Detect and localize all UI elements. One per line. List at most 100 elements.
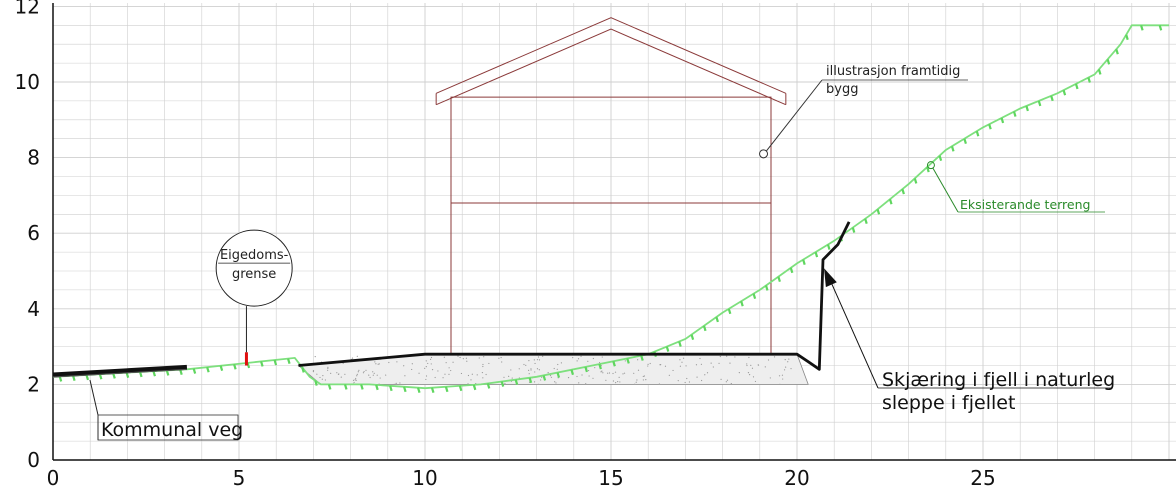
fill-speck: [538, 359, 541, 361]
fill-material-area: [297, 353, 809, 385]
fill-speck: [425, 360, 427, 362]
fill-speck: [528, 360, 530, 362]
y-tick-label: 0: [27, 448, 40, 472]
terrain-tick: [314, 380, 318, 386]
fill-speck: [619, 381, 621, 383]
fill-speck: [635, 381, 637, 383]
terrain-tick: [472, 384, 477, 391]
fill-speck: [481, 371, 484, 374]
fill-speck: [550, 376, 553, 378]
fill-speck: [684, 381, 686, 384]
fill-speck: [700, 363, 703, 365]
fill-speck: [720, 378, 722, 380]
fill-speck: [450, 369, 452, 372]
fill-speck: [647, 365, 649, 367]
callout-leader: [826, 273, 879, 389]
fill-speck: [622, 373, 624, 375]
terrain-tick: [486, 383, 491, 389]
y-tick-label: 12: [15, 0, 40, 18]
fill-speck: [394, 383, 397, 385]
fill-speck: [572, 357, 574, 359]
fill-speck: [374, 361, 376, 363]
terrain-tick: [112, 373, 116, 379]
fill-speck: [612, 380, 615, 382]
y-tick-label: 4: [27, 297, 40, 321]
fill-speck: [782, 378, 784, 380]
terrain-tick: [514, 379, 519, 385]
fill-speck: [337, 373, 340, 376]
fill-speck: [340, 376, 342, 378]
terrain-tick: [125, 372, 130, 378]
terrain-tick: [58, 376, 63, 382]
fill-speck: [314, 356, 316, 358]
fill-speck: [511, 377, 513, 379]
fill-speck: [623, 372, 626, 374]
fill-speck: [500, 356, 502, 359]
terrain-tick: [152, 370, 156, 377]
fill-speck: [696, 376, 698, 378]
fill-speck: [588, 375, 590, 377]
terrain-tick: [1087, 77, 1091, 83]
fill-speck: [699, 357, 701, 360]
fill-speck: [488, 362, 490, 365]
fill-speck: [429, 358, 432, 360]
terrain-tick: [690, 334, 695, 340]
terrain-tick: [727, 308, 732, 315]
terrain-tick: [233, 364, 237, 370]
fill-speck: [617, 380, 619, 383]
fill-speck: [471, 373, 473, 375]
fill-speck: [448, 373, 450, 376]
terrain-tick: [1158, 24, 1163, 31]
callout-eksisterande-terreng: Eksisterande terreng: [926, 161, 1105, 213]
fill-speck: [734, 356, 736, 358]
fill-speck: [375, 363, 377, 365]
callout-eigedomsgrense: Eigedoms- grense: [215, 229, 293, 353]
fill-speck: [540, 379, 542, 381]
fill-speck: [787, 361, 789, 363]
fill-speck: [788, 358, 790, 360]
terrain-tick: [864, 218, 868, 225]
y-tick-labels: 0 2 4 6 8 10 12: [15, 0, 40, 472]
terrain-tick: [1037, 100, 1042, 107]
fill-speck: [443, 356, 445, 358]
roof-inner-line: [436, 28, 786, 106]
roof-outer-line: [436, 17, 786, 94]
fill-speck: [592, 357, 594, 360]
illustrasjon-label-line1: illustrasjon framtidig: [826, 64, 960, 79]
terrain-tick: [1000, 117, 1005, 124]
fill-speck: [649, 362, 651, 365]
terrain-tick: [950, 145, 955, 152]
terrain-tick: [612, 360, 616, 367]
fill-speck: [560, 362, 563, 364]
terrain-tick: [1140, 24, 1144, 31]
fill-speck: [503, 376, 505, 378]
terrain-tick: [789, 267, 794, 274]
fill-speck: [369, 376, 371, 379]
fill-speck: [344, 373, 346, 375]
terrain-tick: [219, 365, 224, 372]
fill-speck: [530, 369, 532, 371]
fill-speck: [542, 355, 544, 357]
terrain-tick: [343, 384, 348, 390]
fill-speck: [444, 373, 446, 375]
fill-speck: [679, 359, 681, 361]
fill-speck: [466, 360, 468, 362]
fill-speck: [614, 371, 617, 373]
eksisterande-terreng-label: Eksisterande terreng: [960, 197, 1090, 212]
fill-speck: [750, 364, 752, 366]
fill-speck: [612, 372, 614, 375]
fill-speck: [585, 383, 587, 385]
fill-speck: [636, 379, 638, 381]
fill-speck: [748, 374, 751, 376]
fill-speck: [376, 374, 378, 376]
fill-speck: [567, 377, 570, 379]
fill-speck: [342, 362, 344, 364]
fill-speck: [356, 375, 358, 377]
terrain-tick: [876, 208, 881, 215]
fill-speck: [695, 364, 698, 366]
fill-speck: [530, 368, 532, 370]
eigedomsgrense-label-line1: Eigedoms-: [220, 248, 289, 263]
fill-speck: [779, 383, 781, 385]
fill-speck: [523, 363, 525, 366]
fill-speck: [718, 362, 720, 364]
